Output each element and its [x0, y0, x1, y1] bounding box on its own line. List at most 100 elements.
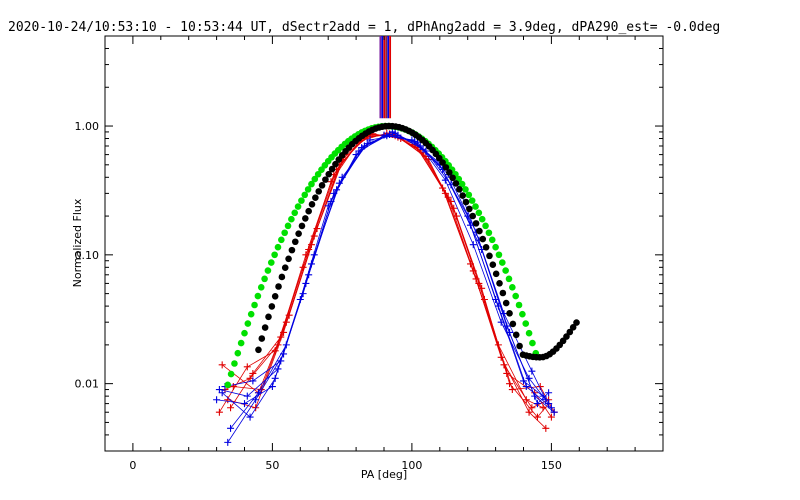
curve-point: [278, 273, 286, 281]
curve-point: [495, 251, 503, 259]
data-point: [241, 400, 248, 408]
y-tick-label: 0.01: [75, 378, 100, 391]
curve-point: [516, 342, 523, 350]
curve-point: [332, 160, 339, 168]
curve-point: [261, 275, 268, 283]
data-point: [522, 383, 530, 391]
data-point: [525, 374, 533, 382]
curve-point: [499, 289, 507, 297]
curve-point: [251, 301, 258, 309]
data-point: [352, 151, 360, 159]
data-point: [533, 413, 541, 421]
data-point: [480, 296, 488, 304]
data-point: [246, 413, 254, 421]
curve-point: [468, 197, 476, 204]
curve-point: [328, 165, 336, 173]
curve-point: [502, 267, 509, 274]
data-point: [224, 438, 232, 446]
x-tick-label: 0: [129, 459, 136, 472]
curve-point: [271, 293, 279, 300]
curve-point: [264, 267, 272, 274]
curve-point: [512, 292, 519, 300]
data-point: [447, 197, 455, 205]
curve-point: [563, 333, 570, 340]
data-point: [243, 363, 251, 371]
curve-point: [312, 194, 319, 202]
data-point: [213, 396, 221, 404]
curve-point: [258, 335, 266, 342]
series-blue-11: [227, 131, 553, 432]
curve-point: [479, 235, 487, 243]
curve-point: [515, 301, 523, 309]
curve-point: [254, 292, 262, 300]
data-point: [282, 341, 290, 349]
data-point: [327, 178, 335, 186]
curve-point: [496, 279, 503, 287]
curve-point: [314, 170, 322, 178]
curve-point: [275, 283, 282, 290]
curve-point: [525, 329, 533, 337]
curve-point: [267, 259, 275, 266]
y-axis-ticks: 0.01 0.10 1.00: [75, 35, 663, 452]
data-point: [338, 173, 346, 181]
curve-point: [285, 255, 292, 263]
curve-point: [529, 339, 536, 347]
curve-point: [302, 215, 309, 222]
curve-point: [442, 164, 450, 171]
data-point: [305, 246, 313, 254]
data-point: [422, 147, 430, 155]
curve-point: [465, 191, 473, 199]
curve-point: [271, 251, 278, 259]
curve-point: [241, 329, 248, 337]
curve-point: [512, 331, 520, 339]
curve-point: [234, 349, 242, 357]
data-point: [285, 311, 293, 319]
curve-point: [288, 215, 295, 223]
data-point: [508, 386, 516, 394]
data-point: [218, 361, 226, 369]
data-point: [542, 396, 550, 404]
data-point: [310, 251, 318, 259]
curve-point: [325, 170, 333, 178]
curve-point: [476, 227, 483, 235]
series-black-curve: [255, 122, 580, 361]
curve-point: [522, 320, 530, 327]
curve-point: [305, 207, 312, 215]
curve-point: [308, 201, 316, 208]
data-point: [229, 383, 237, 391]
curve-point: [261, 324, 269, 331]
data-point: [268, 383, 276, 391]
data-point: [469, 241, 477, 249]
data-point: [215, 408, 223, 416]
data-point: [506, 328, 514, 336]
x-tick-label: 50: [265, 459, 279, 472]
curve-point: [291, 238, 299, 246]
data-point: [277, 333, 285, 341]
curve-point: [466, 205, 473, 213]
curve-point: [227, 370, 235, 378]
data-point: [249, 369, 257, 377]
curve-point: [284, 222, 292, 230]
curve-point: [458, 180, 466, 188]
x-axis-ticks: 0 50 100 150: [104, 36, 664, 472]
curve-point: [237, 339, 245, 347]
data-point: [254, 389, 262, 397]
y-tick-label: 1.00: [75, 120, 100, 133]
data-point: [218, 389, 226, 397]
curve-point: [472, 220, 480, 227]
series-blue-9: [213, 131, 547, 408]
curve-point: [462, 198, 470, 206]
curve-point: [318, 182, 326, 189]
curve-point: [301, 191, 309, 199]
curve-point: [308, 180, 315, 188]
curve-point: [244, 320, 252, 327]
curve-point: [486, 252, 493, 260]
curve-point: [478, 215, 486, 223]
curve-point: [265, 313, 272, 321]
curve-point: [492, 243, 499, 251]
curve-point: [295, 230, 302, 237]
data-point: [528, 367, 536, 375]
data-point: [545, 389, 553, 397]
data-point: [444, 193, 452, 201]
curve-point: [294, 203, 302, 210]
